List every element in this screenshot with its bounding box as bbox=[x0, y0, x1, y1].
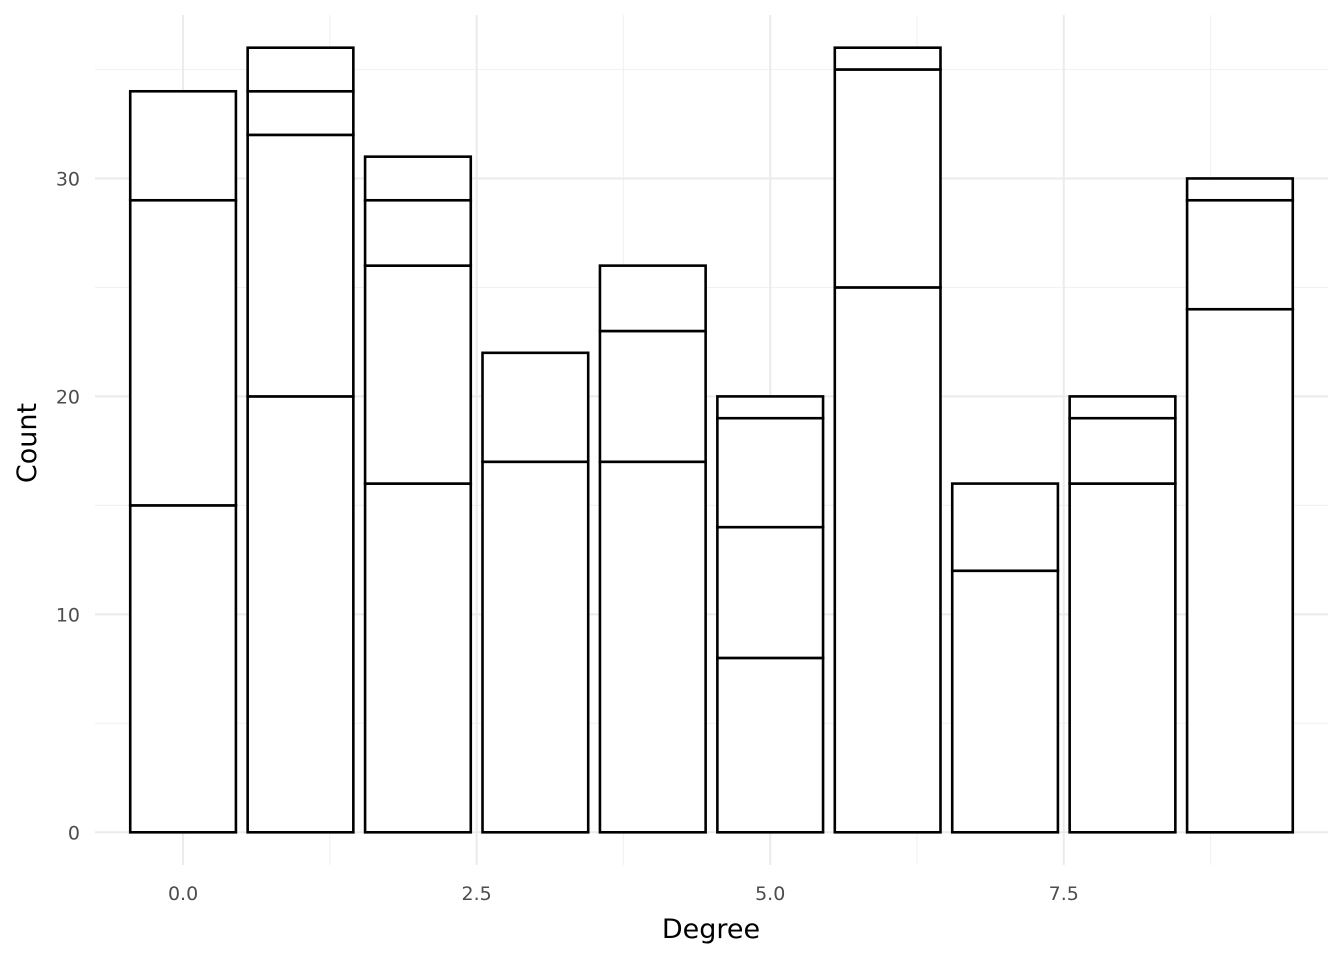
y-axis-title: Count bbox=[12, 403, 43, 483]
bar-segment bbox=[246, 133, 355, 398]
bar-segment bbox=[833, 286, 942, 834]
bar-segment bbox=[1068, 416, 1177, 485]
bar-segment bbox=[833, 68, 942, 289]
y-tick-label: 0 bbox=[68, 822, 80, 844]
bar-segment bbox=[128, 198, 238, 507]
x-tick-label: 7.5 bbox=[1049, 883, 1079, 905]
bar-segment bbox=[246, 395, 355, 834]
bar-segment bbox=[598, 329, 707, 464]
x-tick-label: 2.5 bbox=[462, 883, 492, 905]
x-tick-label: 0.0 bbox=[168, 883, 198, 905]
bars bbox=[128, 46, 1295, 834]
y-tick-label: 30 bbox=[56, 168, 80, 190]
bar-segment bbox=[1185, 307, 1295, 834]
bar-segment bbox=[1068, 482, 1177, 834]
bar-segment bbox=[363, 155, 473, 202]
bar-segment bbox=[716, 525, 825, 660]
bar-segment bbox=[128, 89, 238, 202]
x-tick-label: 5.0 bbox=[755, 883, 785, 905]
x-axis-title: Degree bbox=[662, 914, 760, 945]
bar-segment bbox=[363, 198, 473, 267]
bar-segment bbox=[1068, 395, 1177, 420]
bar-segment bbox=[128, 504, 238, 834]
bar-segment bbox=[598, 264, 707, 333]
bar-segment bbox=[1185, 177, 1295, 202]
bar-segment bbox=[716, 656, 825, 834]
bar-segment bbox=[598, 460, 707, 834]
y-tick-label: 20 bbox=[56, 386, 80, 408]
bar-segment bbox=[833, 46, 942, 71]
bar-segment bbox=[716, 395, 825, 420]
bar-segment bbox=[950, 482, 1060, 573]
bar-segment bbox=[1185, 198, 1295, 311]
bar-segment bbox=[481, 460, 590, 834]
bar-segment bbox=[246, 89, 355, 137]
bar-segment bbox=[716, 416, 825, 529]
bar-segment bbox=[363, 482, 473, 834]
bar-segment bbox=[950, 569, 1060, 834]
y-tick-label: 10 bbox=[56, 604, 80, 626]
tick-labels: 0.0 2.5 5.0 7.5 0 10 20 30 bbox=[56, 168, 1079, 905]
bar-segment bbox=[246, 46, 355, 93]
bar-segment bbox=[363, 264, 473, 485]
bar-segment bbox=[481, 351, 590, 464]
